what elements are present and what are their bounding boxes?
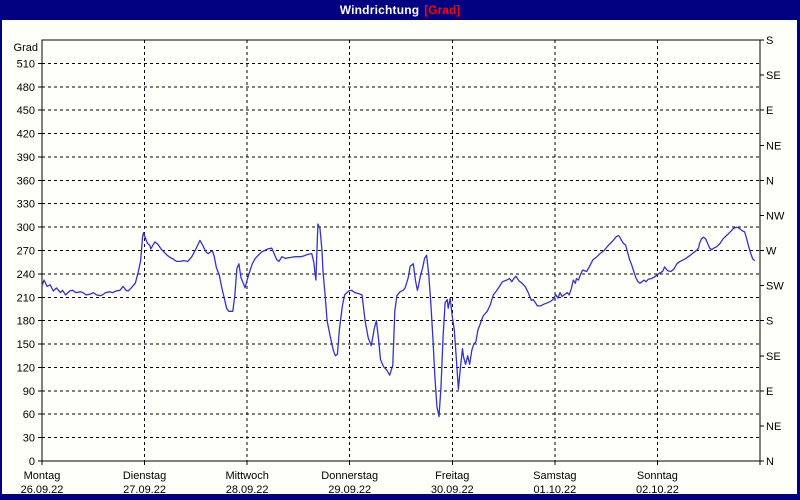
- chart-canvas-background: [2, 20, 797, 494]
- y-tick-label-left: 300: [17, 222, 35, 234]
- y-tick-label-left: 450: [17, 105, 35, 117]
- y-tick-label-left: 60: [23, 409, 35, 421]
- compass-label: N: [766, 175, 774, 187]
- day-weekday-label: Sonntag: [637, 470, 678, 482]
- x-axis-days: Montag 26.09.22 Dienstag 27.09.22 Mittwoch 28…: [21, 461, 761, 496]
- compass-label: W: [766, 246, 777, 258]
- y-tick-label-left: 270: [17, 246, 35, 258]
- compass-label: SE: [766, 351, 781, 363]
- compass-label: N: [766, 456, 774, 468]
- window-titlebar[interactable]: Windrichtung [Grad]: [0, 0, 800, 20]
- day-date-label: 30.09.22: [431, 484, 474, 496]
- y-tick-label-left: 480: [17, 82, 35, 94]
- y-tick-label-left: 390: [17, 152, 35, 164]
- day-weekday-label: Freitag: [435, 470, 469, 482]
- day-date-label: 28.09.22: [226, 484, 269, 496]
- compass-label: NE: [766, 140, 781, 152]
- compass-label: SE: [766, 70, 781, 82]
- compass-label: E: [766, 105, 773, 117]
- day-weekday-label: Donnerstag: [321, 470, 378, 482]
- y-tick-label-left: 150: [17, 339, 35, 351]
- day-weekday-label: Montag: [24, 470, 61, 482]
- y-tick-label-left: 120: [17, 362, 35, 374]
- day-date-label: 27.09.22: [123, 484, 166, 496]
- day-date-label: 01.10.22: [533, 484, 576, 496]
- day-weekday-label: Dienstag: [123, 470, 166, 482]
- day-date-label: 29.09.22: [328, 484, 371, 496]
- y-tick-label-left: 240: [17, 269, 35, 281]
- compass-label: S: [766, 35, 773, 47]
- plot-border: [41, 39, 761, 462]
- compass-label: SW: [766, 281, 784, 293]
- y-axis-right-compass: N NE E SE S SW W NW N NE E SE S: [760, 35, 785, 468]
- day-date-label: 26.09.22: [21, 484, 64, 496]
- day-weekday-label: Samstag: [533, 470, 576, 482]
- y-tick-label-left: 180: [17, 316, 35, 328]
- y-axis-title: Grad: [14, 42, 38, 54]
- window-title: Windrichtung [Grad]: [340, 1, 461, 19]
- y-tick-label-left: 210: [17, 292, 35, 304]
- compass-label: S: [766, 316, 773, 328]
- y-tick-label-left: 330: [17, 199, 35, 211]
- compass-label: NE: [766, 421, 781, 433]
- window-title-text: Windrichtung: [339, 3, 420, 17]
- vertical-gridlines: [144, 40, 658, 461]
- y-tick-label-left: 510: [17, 58, 35, 70]
- y-tick-label-left: 0: [29, 456, 35, 468]
- compass-label: E: [766, 386, 773, 398]
- y-tick-label-left: 30: [23, 433, 35, 445]
- y-tick-label-left: 360: [17, 175, 35, 187]
- day-date-label: 02.10.22: [636, 484, 679, 496]
- window-title-unit: [Grad]: [424, 3, 461, 17]
- wind-series-line: [41, 223, 756, 418]
- day-weekday-label: Mittwoch: [225, 470, 268, 482]
- y-axis-left: 0 30 60 90 120 150 180 210 240 270 300 330 360 390 420…: [14, 42, 42, 468]
- horizontal-gridlines: [42, 62, 760, 439]
- compass-label: NW: [766, 210, 785, 222]
- y-tick-label-left: 420: [17, 129, 35, 141]
- y-tick-label-left: 90: [23, 386, 35, 398]
